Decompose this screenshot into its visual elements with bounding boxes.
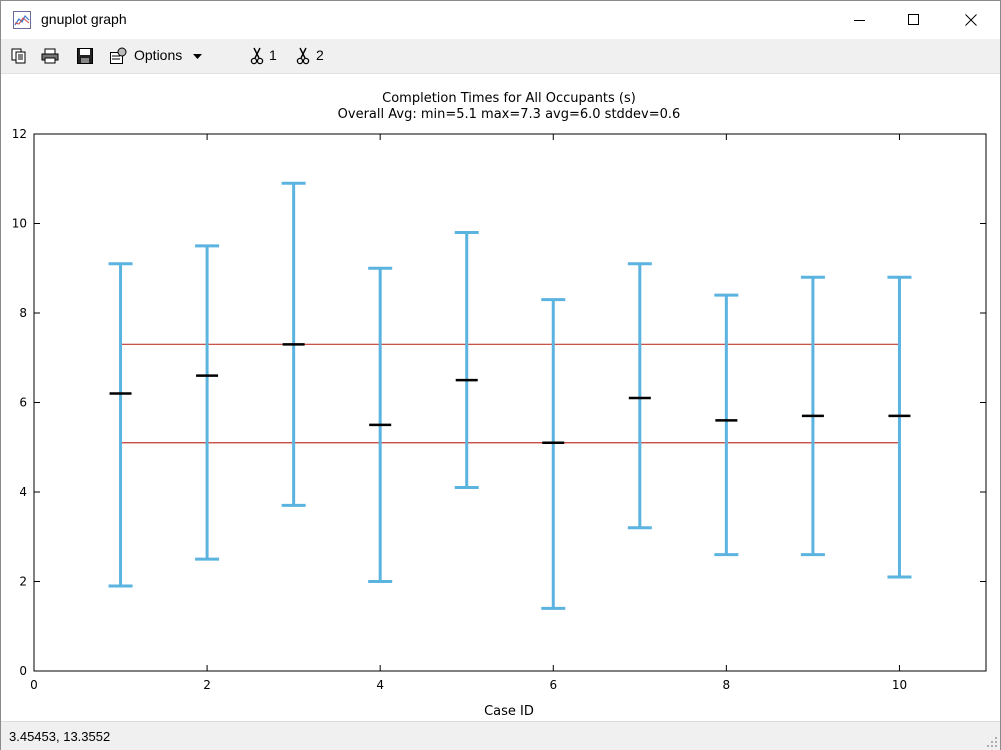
x-axis-label: Case ID (484, 704, 534, 719)
chart-subtitle: Overall Avg: min=5.1 max=7.3 avg=6.0 std… (338, 107, 681, 122)
x-tick-label: 4 (376, 678, 384, 692)
options-icon[interactable] (109, 47, 127, 65)
copy-icon[interactable] (10, 47, 28, 65)
resize-grip-icon[interactable] (986, 736, 998, 748)
print-icon[interactable] (41, 47, 59, 65)
close-button[interactable] (948, 1, 994, 39)
toggle-plot-2-button[interactable]: 2 (316, 47, 324, 63)
y-tick-label: 6 (19, 396, 27, 410)
x-tick-label: 2 (203, 678, 211, 692)
minimize-icon (854, 20, 865, 21)
chart-title: Completion Times for All Occupants (s) (382, 91, 636, 106)
plot-border (33, 133, 987, 672)
options-menu[interactable]: Options (134, 47, 183, 63)
cursor-coordinates: 3.45453, 13.3552 (9, 729, 111, 744)
y-tick-label: 12 (12, 127, 27, 141)
x-tick-label: 6 (549, 678, 557, 692)
window-title: gnuplot graph (41, 11, 127, 27)
y-tick-label: 8 (19, 306, 27, 320)
close-icon (965, 14, 977, 26)
x-tick-label: 8 (723, 678, 731, 692)
x-tick-label: 0 (30, 678, 38, 692)
status-bar: 3.45453, 13.3552 (1, 721, 1000, 750)
title-bar[interactable]: gnuplot graph (1, 1, 1000, 39)
maximize-icon (908, 14, 919, 25)
chevron-down-icon[interactable] (193, 54, 203, 60)
minimize-button[interactable] (837, 1, 883, 39)
save-icon[interactable] (76, 47, 94, 65)
y-tick-label: 4 (19, 485, 27, 499)
errorbar-chart: Completion Times for All Occupants (s) O… (12, 91, 987, 719)
y-tick-label: 2 (19, 575, 27, 589)
y-tick-label: 10 (12, 217, 27, 231)
scissors-icon[interactable] (294, 47, 312, 65)
y-tick-label: 0 (19, 664, 27, 678)
toggle-plot-1-button[interactable]: 1 (269, 47, 277, 63)
maximize-button[interactable] (891, 1, 937, 39)
plot-area[interactable]: Completion Times for All Occupants (s) O… (1, 74, 1000, 721)
gnuplot-app-icon (13, 11, 31, 29)
toolbar: Options 1 2 (1, 39, 1000, 74)
x-tick-label: 10 (892, 678, 907, 692)
scissors-icon[interactable] (248, 47, 266, 65)
